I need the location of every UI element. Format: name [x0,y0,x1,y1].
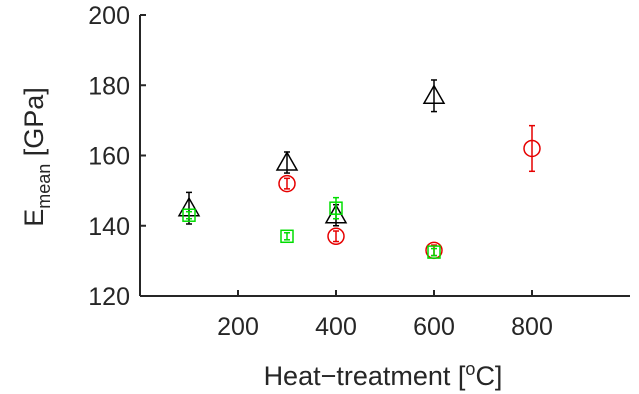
square-marker [427,245,441,259]
circle-marker [278,174,296,193]
x-tick-label: 800 [511,313,553,341]
x-axis-label: Heat−treatment [oC] [264,359,503,391]
triangle-series [177,79,446,227]
y-axis-label-sub: mean [34,164,54,209]
triangle-marker [422,84,446,105]
y-axis-label-main: E [19,209,49,227]
triangle-marker [275,151,299,171]
y-tick-label: 140 [88,213,130,241]
y-tick-label: 160 [88,143,130,171]
circle-marker [327,227,345,246]
square-series [182,196,441,259]
x-tick-label: 200 [217,313,259,341]
circle-series [278,124,541,260]
axes: 120 140 160 180 200 200 400 600 800 [88,2,630,341]
y-tick-label: 120 [88,283,130,311]
y-tick-label: 200 [88,2,130,30]
x-tick-label: 400 [315,313,357,341]
square-marker [182,208,196,222]
x-tick-label: 600 [413,313,455,341]
x-axis-label-sup: o [465,359,475,379]
square-marker [280,229,294,244]
y-tick-label: 180 [88,72,130,100]
square-marker [329,201,343,215]
x-axis-label-end: C] [475,361,502,391]
y-axis-label: Emean [GPa] [19,87,54,227]
y-axis-label-end: [GPa] [19,87,49,164]
circle-marker [523,139,541,158]
plot-area [177,79,541,260]
x-axis-label-main: Heat−treatment [ [264,361,466,391]
